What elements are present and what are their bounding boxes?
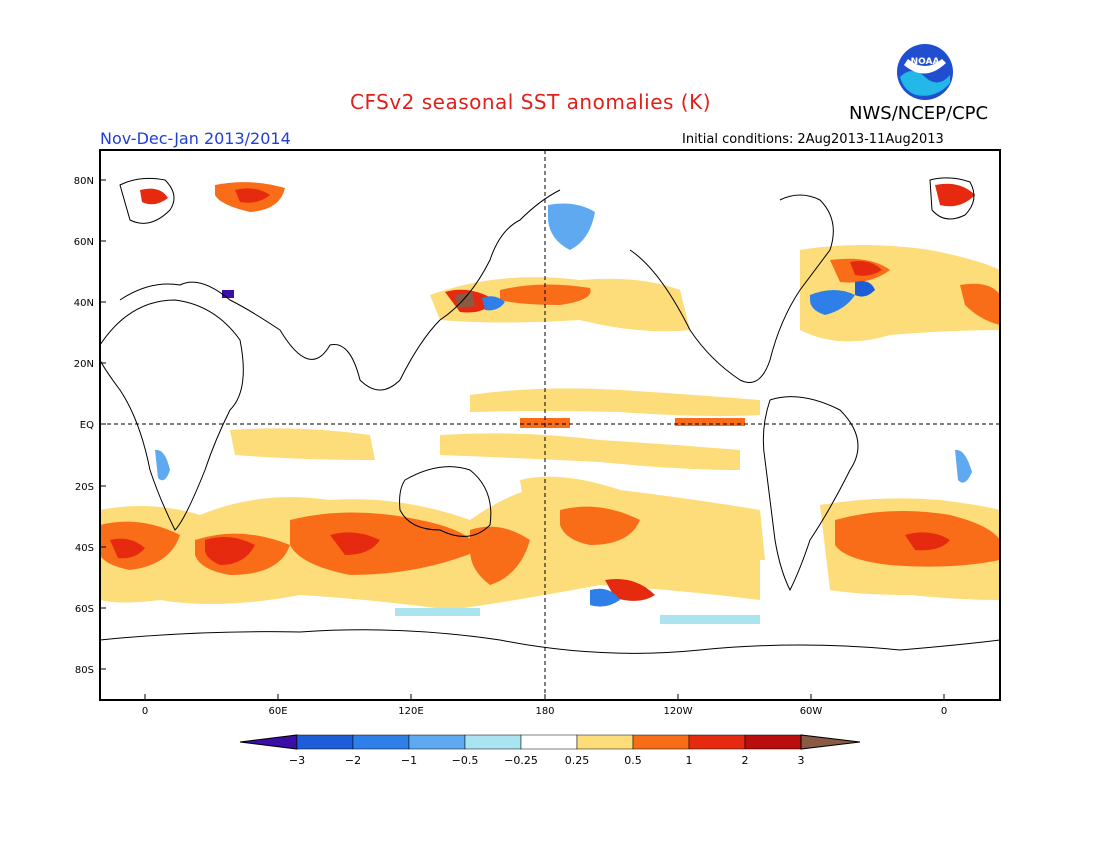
nordic-red <box>935 183 975 207</box>
indian-ocean-warm <box>230 428 375 460</box>
colorbar-bin <box>520 734 578 750</box>
south-indian-red-2 <box>330 532 380 555</box>
colorbar-label: 1 <box>686 754 693 767</box>
noaa-logo-icon: NOAA <box>897 44 953 100</box>
colorbar-bin <box>576 734 634 750</box>
antarctica-coast <box>100 629 1000 654</box>
s-atlantic-red <box>110 538 145 559</box>
colorbar-label: −2 <box>345 754 361 767</box>
chart-title: CFSv2 seasonal SST anomalies (K) <box>350 90 711 114</box>
lon-tick-label: 60E <box>268 706 287 717</box>
colorbar-bin <box>296 734 354 750</box>
forecast-period: Nov-Dec-Jan 2013/2014 <box>100 129 291 148</box>
lon-axis: 0 60E 120E 180 120W 60W 0 <box>142 694 947 717</box>
gulf-stream-cold-2 <box>855 281 875 297</box>
coastlines <box>100 177 1000 654</box>
kuroshio-cold <box>482 296 505 311</box>
equator-east-orange <box>675 418 745 426</box>
colorbar-label: 3 <box>798 754 805 767</box>
africa-coast <box>100 299 244 531</box>
initial-conditions: Initial conditions: 2Aug2013-11Aug2013 <box>678 132 944 147</box>
initial-conditions-label: Initial conditions: <box>682 132 794 147</box>
australia-coast <box>399 466 492 537</box>
north-america-coast <box>629 194 834 383</box>
lon-tick-label: 60W <box>800 706 823 717</box>
colorbar-min-arrow <box>239 734 298 750</box>
lon-tick-label: 0 <box>142 706 148 717</box>
svalbard-red <box>140 188 168 205</box>
colorbar-label: 0.5 <box>624 754 642 767</box>
south-tropical-pacific-warm <box>440 433 740 470</box>
colorbar-bin <box>688 734 746 750</box>
lat-tick-label: EQ <box>80 420 94 431</box>
colorbar-bin <box>464 734 522 750</box>
lat-tick-label: 60S <box>75 604 94 615</box>
agency-label: NWS/NCEP/CPC <box>849 103 989 124</box>
anomaly-fields <box>100 182 1000 624</box>
south-indian-orange <box>290 512 480 575</box>
lat-tick-label: 80N <box>74 176 94 187</box>
initial-conditions-value: 2Aug2013-11Aug2013 <box>797 132 944 147</box>
n-pacific-orange <box>500 284 591 305</box>
map-frame <box>99 149 1001 701</box>
colorbar-bin <box>352 734 410 750</box>
canary-orange <box>960 283 1000 325</box>
lat-tick-label: 40S <box>75 543 94 554</box>
greenland-coast-east <box>929 177 975 220</box>
s-pacific-orange <box>560 506 640 545</box>
brazil-cold <box>955 449 972 483</box>
lat-tick-label: 20S <box>75 482 94 493</box>
colorbar-label: −1 <box>401 754 417 767</box>
s-pacific-cold <box>590 588 620 607</box>
benguela-cold <box>155 449 170 481</box>
colorbar-bin <box>408 734 466 750</box>
colorbar-label: −3 <box>289 754 305 767</box>
colorbar-bin <box>744 734 802 750</box>
lat-axis: 80N 60N 40N 20N EQ 20S 40S 60S 80S <box>74 176 106 676</box>
europe-asia-coast <box>119 189 561 391</box>
equatorial-pacific-warm <box>470 388 760 416</box>
south-indian-red <box>205 536 255 565</box>
colorbar-max-arrow <box>800 734 861 750</box>
lat-tick-label: 80S <box>75 665 94 676</box>
colorbar-label: −0.5 <box>452 754 479 767</box>
tasman-orange <box>470 526 530 585</box>
colorbar-label: 0.25 <box>565 754 590 767</box>
lat-tick-label: 20N <box>74 359 94 370</box>
southern-cold-band-2 <box>660 615 760 624</box>
gulf-stream-cold <box>810 290 855 315</box>
nw-atlantic-red <box>850 261 882 276</box>
bering-cold <box>548 203 595 250</box>
lon-tick-label: 120E <box>398 706 423 717</box>
sw-atlantic-red <box>905 532 950 551</box>
lon-tick-label: 180 <box>535 706 554 717</box>
colorbar-bin <box>632 734 690 750</box>
lon-tick-label: 0 <box>941 706 947 717</box>
colorbar-label: 2 <box>742 754 749 767</box>
greenland-coast <box>119 177 175 224</box>
lon-tick-label: 120W <box>664 706 693 717</box>
arctic-red <box>235 188 270 203</box>
colorbar-label: −0.25 <box>504 754 538 767</box>
south-america-coast <box>762 396 859 592</box>
southern-cold-band <box>395 608 480 616</box>
lat-tick-label: 40N <box>74 298 94 309</box>
noaa-logo-text: NOAA <box>911 57 940 67</box>
s-pacific-red <box>605 579 655 601</box>
lat-tick-label: 60N <box>74 237 94 248</box>
